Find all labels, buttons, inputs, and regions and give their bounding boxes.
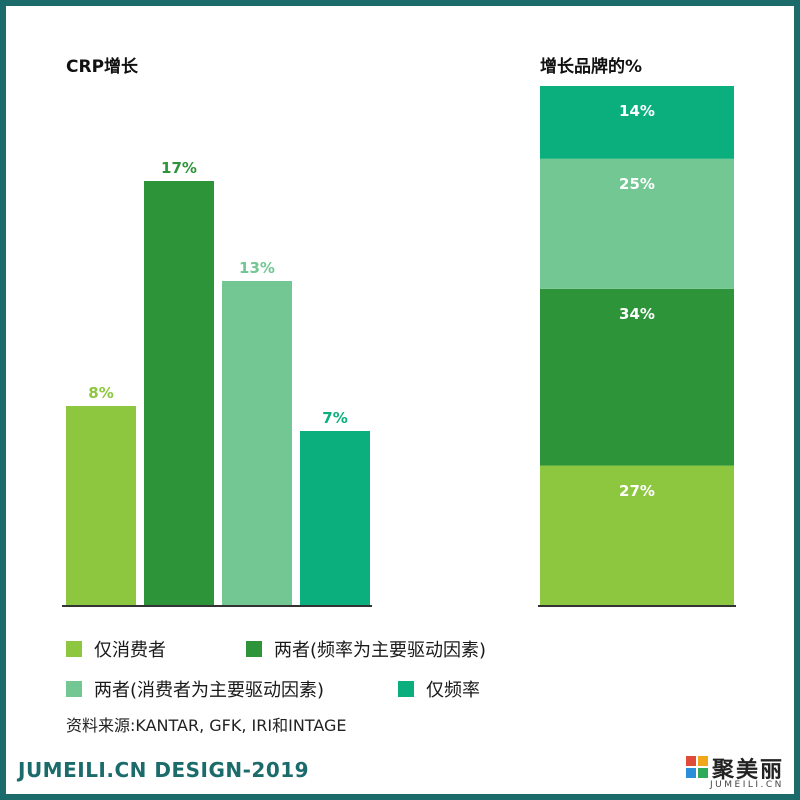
legend-item-consumer-only: 仅消费者 bbox=[66, 636, 166, 662]
stack-value-label-2: 34% bbox=[619, 304, 655, 323]
stack-value-label-1: 27% bbox=[619, 481, 655, 500]
legend-label: 两者(消费者为主要驱动因素) bbox=[94, 680, 325, 701]
logo-text-en: JUMEILI.CN bbox=[710, 780, 784, 790]
stack-value-label-4: 14% bbox=[619, 102, 655, 120]
bar-value-label-4: 7% bbox=[322, 409, 348, 427]
right-chart-title: 增长品牌的% bbox=[540, 57, 643, 77]
legend-swatch bbox=[66, 641, 82, 657]
bar-value-label-3: 13% bbox=[239, 259, 275, 277]
stack-segment-2 bbox=[540, 288, 734, 466]
stack-value-label-3: 25% bbox=[619, 174, 655, 193]
stack-segment-1 bbox=[540, 465, 734, 606]
bar-2 bbox=[144, 181, 214, 606]
stack-segment-4 bbox=[540, 86, 734, 159]
bar-1 bbox=[66, 406, 136, 606]
legend-label: 仅频率 bbox=[426, 680, 480, 701]
logo-mark-icon bbox=[686, 756, 708, 778]
stack-segment-3 bbox=[540, 158, 734, 289]
legend-item-frequency-only: 仅频率 bbox=[398, 676, 480, 702]
bar-value-label-1: 8% bbox=[88, 384, 114, 402]
legend-label: 两者(频率为主要驱动因素) bbox=[274, 640, 487, 661]
bar-4 bbox=[300, 431, 370, 606]
legend-item-both-consumer: 两者(消费者为主要驱动因素) bbox=[66, 676, 324, 702]
legend-swatch bbox=[398, 681, 414, 697]
legend-swatch bbox=[66, 681, 82, 697]
legend-item-both-frequency: 两者(频率为主要驱动因素) bbox=[246, 636, 486, 662]
source-note: 资料来源:KANTAR, GFK, IRI和INTAGE bbox=[66, 716, 347, 735]
bar-3 bbox=[222, 281, 292, 606]
legend-label: 仅消费者 bbox=[94, 640, 166, 661]
footer-brand: JUMEILI.CN DESIGN-2019 bbox=[18, 758, 310, 782]
left-chart-title: CRP增长 bbox=[66, 57, 139, 77]
brand-logo: 聚美丽 JUMEILI.CN bbox=[684, 752, 784, 792]
logo-text-cn: 聚美丽 bbox=[712, 758, 785, 783]
legend-swatch bbox=[246, 641, 262, 657]
bar-value-label-2: 17% bbox=[161, 159, 197, 177]
